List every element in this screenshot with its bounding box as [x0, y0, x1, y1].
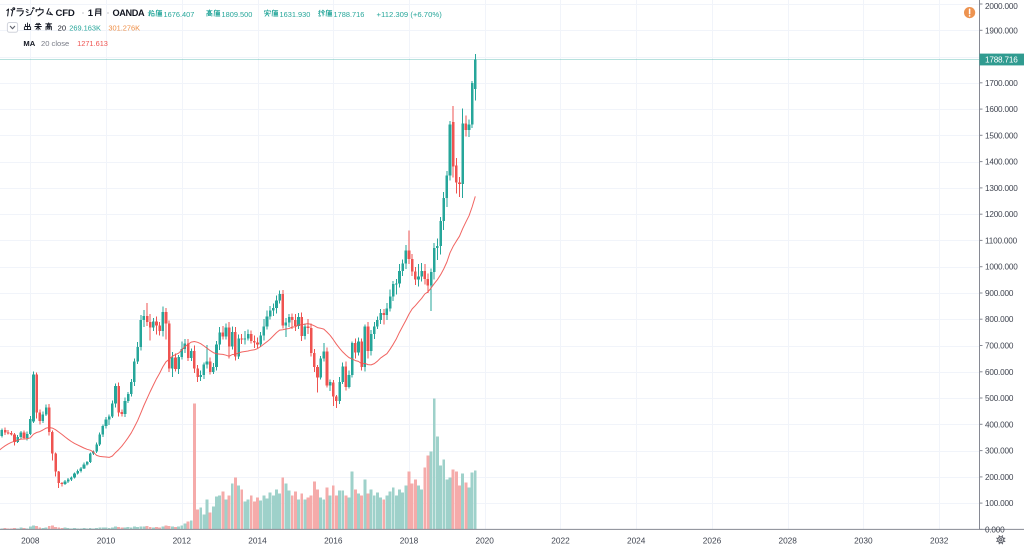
svg-text:2032: 2032: [930, 536, 949, 546]
svg-text:2020: 2020: [475, 536, 494, 546]
svg-text:2028: 2028: [778, 536, 797, 546]
svg-text:1676.407: 1676.407: [164, 10, 195, 19]
svg-text:2016: 2016: [324, 536, 343, 546]
svg-text:1000.000: 1000.000: [985, 263, 1018, 272]
svg-text:1271.613: 1271.613: [77, 39, 108, 48]
svg-text:1500.000: 1500.000: [985, 131, 1018, 140]
svg-text:301.276K: 301.276K: [108, 24, 140, 33]
svg-text:1900.000: 1900.000: [985, 26, 1018, 35]
svg-text:20 close: 20 close: [41, 39, 69, 48]
svg-text:1: 1: [88, 8, 94, 19]
svg-text:500.000: 500.000: [985, 394, 1014, 403]
svg-text:2008: 2008: [21, 536, 40, 546]
svg-text:400.000: 400.000: [985, 420, 1014, 429]
svg-text:1788.716: 1788.716: [985, 56, 1018, 65]
svg-text:800.000: 800.000: [985, 315, 1014, 324]
svg-text:1631.930: 1631.930: [280, 10, 311, 19]
svg-text:·: ·: [82, 7, 85, 17]
svg-text:100.000: 100.000: [985, 499, 1014, 508]
svg-text:2026: 2026: [703, 536, 722, 546]
svg-text:2024: 2024: [627, 536, 646, 546]
svg-text:1200.000: 1200.000: [985, 210, 1018, 219]
svg-text:700.000: 700.000: [985, 342, 1014, 351]
svg-text:900.000: 900.000: [985, 289, 1014, 298]
svg-text:2014: 2014: [248, 536, 267, 546]
svg-text:MA: MA: [23, 39, 35, 48]
svg-text:CFD: CFD: [56, 8, 75, 19]
svg-text:200.000: 200.000: [985, 473, 1014, 482]
svg-text:+112.309 (+6.70%): +112.309 (+6.70%): [377, 10, 443, 19]
svg-text:300.000: 300.000: [985, 447, 1014, 456]
svg-text:1700.000: 1700.000: [985, 79, 1018, 88]
svg-text:1400.000: 1400.000: [985, 158, 1018, 167]
svg-text:2010: 2010: [97, 536, 116, 546]
svg-text:1788.716: 1788.716: [334, 10, 365, 19]
svg-text:2022: 2022: [551, 536, 570, 546]
svg-text:1809.500: 1809.500: [222, 10, 253, 19]
svg-text:2012: 2012: [173, 536, 192, 546]
svg-text:600.000: 600.000: [985, 368, 1014, 377]
svg-text:269.163K: 269.163K: [69, 24, 101, 33]
svg-text:1600.000: 1600.000: [985, 105, 1018, 114]
svg-text:1100.000: 1100.000: [985, 236, 1018, 245]
svg-text:20: 20: [58, 24, 66, 33]
svg-text:OANDA: OANDA: [113, 8, 145, 18]
svg-text:0.000: 0.000: [985, 525, 1005, 534]
svg-text:2030: 2030: [854, 536, 873, 546]
svg-text:2018: 2018: [400, 536, 419, 546]
svg-text:1300.000: 1300.000: [985, 184, 1018, 193]
svg-text:2000.000: 2000.000: [985, 2, 1018, 11]
svg-text:·: ·: [107, 7, 110, 17]
